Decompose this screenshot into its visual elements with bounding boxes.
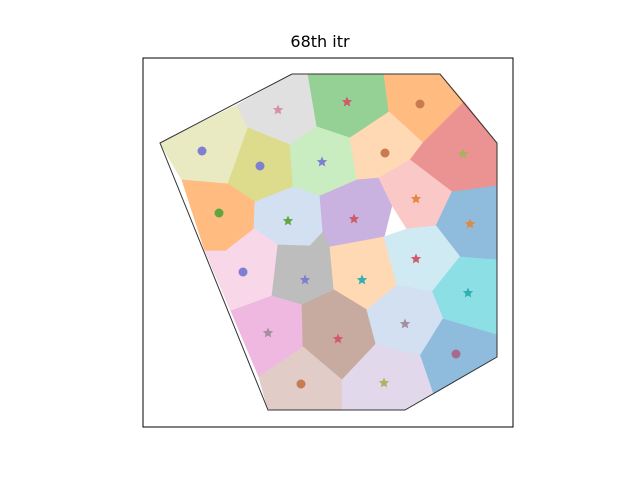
seed-dot-marker: [451, 349, 461, 359]
seed-star-marker: [272, 104, 284, 115]
seed-star-marker: [378, 377, 390, 388]
seed-star-marker: [399, 318, 411, 329]
seed-dot-marker: [255, 161, 265, 171]
seed-star-marker: [356, 274, 368, 285]
seed-star-marker: [316, 156, 328, 167]
seed-star-marker: [282, 215, 294, 226]
seed-star-marker: [410, 193, 422, 204]
seed-star-marker: [299, 274, 311, 285]
plot-title: 68th itr: [290, 32, 350, 51]
seed-star-marker: [348, 213, 360, 224]
seed-dot-marker: [214, 208, 224, 218]
seed-star-marker: [457, 148, 469, 159]
seed-star-marker: [341, 96, 353, 107]
seed-star-marker: [410, 253, 422, 264]
seed-dot-marker: [296, 379, 306, 389]
seed-dot-marker: [197, 146, 207, 156]
seed-star-marker: [262, 327, 274, 338]
seed-star-marker: [332, 333, 344, 344]
seed-dot-marker: [380, 148, 390, 158]
seed-dot-marker: [238, 267, 248, 277]
seed-dot-marker: [415, 99, 425, 109]
seed-star-marker: [464, 218, 476, 229]
seed-points: [197, 96, 476, 389]
convex-hull-outline: [159, 73, 498, 411]
seed-star-marker: [462, 287, 474, 298]
